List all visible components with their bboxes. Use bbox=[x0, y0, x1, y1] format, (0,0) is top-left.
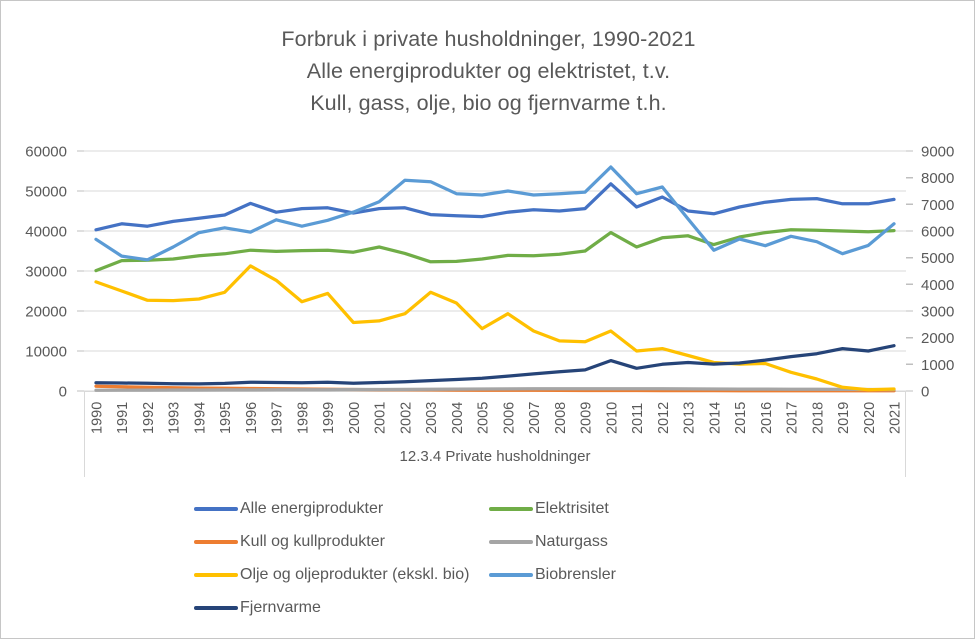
legend-item-olje-og-oljeprodukter-ekskl-bio[interactable]: Olje og oljeprodukter (ekskl. bio) bbox=[194, 565, 469, 585]
x-axis-label-1994: 1994 bbox=[192, 402, 208, 434]
y-axis-label-left: 50000 bbox=[25, 184, 67, 201]
legend-marker-olje-og-oljeprodukter-ekskl-bio bbox=[194, 572, 238, 578]
x-axis-label-2011: 2011 bbox=[630, 403, 646, 434]
x-axis-label-1999: 1999 bbox=[321, 402, 337, 434]
y-axis-label-right: 2000 bbox=[921, 330, 954, 347]
x-axis-label-2000: 2000 bbox=[347, 402, 363, 434]
x-axis-label-1992: 1992 bbox=[141, 402, 157, 434]
y-axis-label-right: 1000 bbox=[921, 357, 954, 374]
x-axis-label-1996: 1996 bbox=[244, 402, 260, 434]
y-axis-label-right: 4000 bbox=[921, 277, 954, 294]
y-axis-label-right: 6000 bbox=[921, 224, 954, 241]
y-axis-label-left: 10000 bbox=[25, 344, 67, 361]
legend-marker-elektrisitet bbox=[489, 506, 533, 512]
x-axis-label-2014: 2014 bbox=[707, 402, 723, 434]
x-axis-label-1990: 1990 bbox=[90, 402, 106, 434]
y-axis-label-right: 9000 bbox=[921, 144, 954, 161]
x-axis-label-2015: 2015 bbox=[733, 402, 749, 434]
x-axis-label-1998: 1998 bbox=[295, 402, 311, 434]
legend-item-alle-energiprodukter[interactable]: Alle energiprodukter bbox=[194, 499, 383, 519]
legend-label-elektrisitet: Elektrisitet bbox=[535, 500, 609, 517]
chart-title-line-1: Forbruk i private husholdninger, 1990-20… bbox=[281, 27, 696, 51]
x-axis-label-2017: 2017 bbox=[785, 402, 801, 434]
y-axis-label-left: 0 bbox=[59, 384, 67, 401]
x-axis-label-2006: 2006 bbox=[501, 402, 517, 434]
x-axis-label-2004: 2004 bbox=[450, 402, 466, 434]
legend-label-alle-energiprodukter: Alle energiprodukter bbox=[240, 500, 384, 517]
legend-item-biobrensler[interactable]: Biobrensler bbox=[489, 565, 616, 585]
legend-item-elektrisitet[interactable]: Elektrisitet bbox=[489, 499, 609, 519]
x-axis-title: 12.3.4 Private husholdninger bbox=[399, 448, 591, 465]
legend-marker-naturgass bbox=[489, 539, 533, 545]
legend-item-fjernvarme[interactable]: Fjernvarme bbox=[194, 598, 321, 618]
x-axis-label-2018: 2018 bbox=[810, 402, 826, 434]
y-axis-label-left: 20000 bbox=[25, 304, 67, 321]
series-line-biobrensler[interactable] bbox=[94, 165, 896, 262]
y-axis-label-right: 3000 bbox=[921, 304, 954, 321]
x-axis-label-2003: 2003 bbox=[424, 402, 440, 434]
x-axis-label-2012: 2012 bbox=[656, 402, 672, 434]
legend-label-naturgass: Naturgass bbox=[535, 533, 608, 550]
x-axis-label-2013: 2013 bbox=[682, 402, 698, 434]
legend-marker-fjernvarme bbox=[194, 605, 238, 611]
chart-title-line-2: Alle energiprodukter og elektristet, t.v… bbox=[306, 59, 671, 83]
legend-marker-kull-og-kullprodukter bbox=[194, 539, 238, 545]
legend-item-kull-og-kullprodukter[interactable]: Kull og kullprodukter bbox=[194, 532, 385, 552]
x-axis-label-2021: 2021 bbox=[888, 402, 904, 434]
y-axis-label-left: 40000 bbox=[25, 224, 67, 241]
legend-label-olje-og-oljeprodukter-ekskl-bio: Olje og oljeprodukter (ekskl. bio) bbox=[240, 566, 470, 583]
chart-title: Forbruk i private husholdninger, 1990-20… bbox=[1, 23, 974, 119]
x-axis-label-2010: 2010 bbox=[604, 402, 620, 434]
y-axis-label-right: 5000 bbox=[921, 250, 954, 267]
legend-label-fjernvarme: Fjernvarme bbox=[240, 599, 321, 616]
x-axis-label-2005: 2005 bbox=[476, 402, 492, 434]
legend-marker-biobrensler bbox=[489, 572, 533, 578]
legend-marker-alle-energiprodukter bbox=[194, 506, 238, 512]
series-line-alle-energiprodukter[interactable] bbox=[94, 182, 896, 232]
series-line-olje-og-oljeprodukter-ekskl-bio[interactable] bbox=[94, 264, 896, 392]
x-axis-label-2016: 2016 bbox=[759, 402, 775, 434]
y-axis-label-right: 8000 bbox=[921, 170, 954, 187]
chart-title-line-3: Kull, gass, olje, bio og fjernvarme t.h. bbox=[310, 91, 667, 115]
series-line-fjernvarme[interactable] bbox=[94, 344, 896, 386]
x-axis-label-1993: 1993 bbox=[167, 402, 183, 434]
x-axis-label-2020: 2020 bbox=[862, 402, 878, 434]
legend-item-naturgass[interactable]: Naturgass bbox=[489, 532, 608, 552]
x-axis-label-2001: 2001 bbox=[373, 402, 389, 434]
x-axis-label-1995: 1995 bbox=[218, 402, 234, 434]
x-axis-label-1997: 1997 bbox=[270, 402, 286, 434]
y-axis-label-left: 30000 bbox=[25, 264, 67, 281]
y-axis-label-left: 60000 bbox=[25, 144, 67, 161]
x-axis-label-2008: 2008 bbox=[553, 402, 569, 434]
y-axis-label-right: 0 bbox=[921, 384, 929, 401]
x-axis-label-1991: 1991 bbox=[115, 402, 131, 434]
series-line-naturgass[interactable] bbox=[94, 387, 896, 392]
x-axis-label-2002: 2002 bbox=[398, 402, 414, 434]
x-axis-label-2009: 2009 bbox=[579, 402, 595, 434]
y-axis-label-right: 7000 bbox=[921, 197, 954, 214]
legend-label-biobrensler: Biobrensler bbox=[535, 566, 616, 583]
x-axis-label-2007: 2007 bbox=[527, 402, 543, 434]
legend-label-kull-og-kullprodukter: Kull og kullprodukter bbox=[240, 533, 385, 550]
x-axis-label-2019: 2019 bbox=[836, 402, 852, 434]
series-line-elektrisitet[interactable] bbox=[94, 228, 896, 273]
